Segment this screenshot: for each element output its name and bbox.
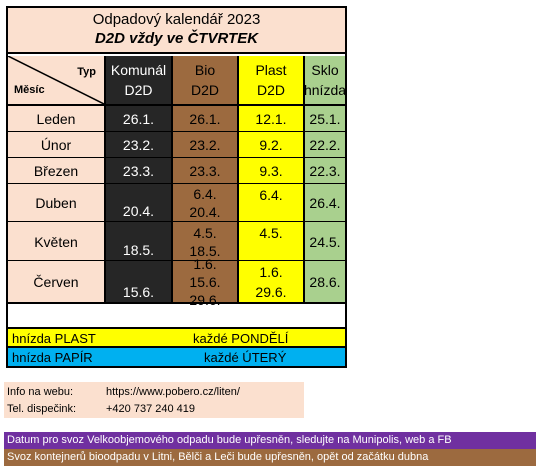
band-papir-day: každé ÚTERÝ: [204, 350, 287, 365]
komunal-cell: 18.5.: [104, 222, 171, 261]
plast-date: 9.2.: [259, 137, 283, 153]
sklo-date: 22.2.: [309, 137, 341, 153]
header-sklo: Sklo hnízda: [303, 56, 347, 106]
header-komunal: Komunál D2D: [104, 56, 171, 106]
bio-date: 15.6.: [189, 274, 221, 290]
web-link[interactable]: https://www.pobero.cz/liten/: [106, 386, 240, 398]
header-komunal-line2: D2D: [124, 82, 153, 98]
plast-cell: 12.1.: [237, 106, 303, 132]
corner-typ: Typ: [77, 66, 96, 78]
header-plast-line2: D2D: [256, 82, 285, 98]
komunal-date: 23.2.: [122, 137, 155, 153]
band-plast-label: hnízda PLAST: [12, 331, 96, 346]
sklo-date: 22.3.: [309, 163, 341, 179]
sklo-date: 24.5.: [309, 233, 341, 250]
header-sklo-line1: Sklo: [311, 62, 339, 78]
plast-cell: 1.6. 29.6.: [237, 261, 303, 303]
bio-date: 18.5.: [189, 242, 221, 259]
bio-date: 20.4.: [189, 204, 221, 220]
plast-date: 4.5.: [259, 225, 283, 241]
sklo-cell: 25.1.: [303, 106, 345, 132]
header-bio-line1: Bio: [194, 62, 216, 78]
bio-date: 23.2.: [189, 137, 221, 153]
plast-date: 6.4.: [259, 187, 283, 203]
bio-date: 1.6.: [193, 256, 217, 272]
komunal-cell: 15.6.: [104, 261, 171, 303]
komunal-cell: 20.4.: [104, 184, 171, 222]
header-komunal-line1: Komunál: [110, 62, 167, 78]
month-cell: Březen: [8, 158, 104, 184]
corner-diagonal: [8, 56, 104, 104]
sklo-cell: 26.4.: [303, 184, 345, 222]
sklo-cell: 24.5.: [303, 222, 345, 261]
month-cell: Leden: [8, 106, 104, 132]
waste-calendar-table: Odpadový kalendář 2023 D2D vždy ve ČTVRT…: [6, 6, 347, 368]
komunal-date: 20.4.: [122, 203, 155, 219]
bio-cell: 26.1.: [171, 106, 237, 132]
plast-cell: 9.3.: [237, 158, 303, 184]
plast-date: 9.3.: [259, 163, 283, 179]
band-plast-day: každé PONDĚLÍ: [193, 331, 289, 346]
calendar-title: Odpadový kalendář 2023: [92, 11, 261, 28]
corner-mesic: Měsíc: [14, 84, 45, 96]
sklo-cell: 28.6.: [303, 261, 345, 303]
title-box: Odpadový kalendář 2023 D2D vždy ve ČTVRT…: [8, 8, 345, 54]
tel-value: +420 737 240 419: [106, 403, 196, 415]
sklo-date: 25.1.: [309, 111, 341, 127]
month-cell: Květen: [8, 222, 104, 261]
web-label: Info na webu:: [7, 386, 74, 398]
footer-notes: Datum pro svoz Velkoobjemového odpadu bu…: [4, 432, 536, 466]
plast-date: 1.6.: [259, 264, 283, 280]
month-cell: Červen: [8, 261, 104, 303]
corner-header: Typ Měsíc: [8, 56, 104, 106]
bio-date: 6.4.: [193, 186, 217, 202]
band-papir-label: hnízda PAPÍR: [12, 350, 93, 365]
calendar-subtitle: D2D vždy ve ČTVRTEK: [94, 30, 259, 47]
bio-date: 23.3.: [189, 163, 221, 179]
komunal-cell: 23.3.: [104, 158, 171, 184]
footer-line2: Svoz kontejnerů bioodpadu v Litni, Bělči…: [4, 449, 536, 466]
header-bio-line2: D2D: [190, 82, 219, 98]
band-plast: hnízda PLAST každé PONDĚLÍ: [6, 327, 347, 348]
plast-cell: 6.4.: [237, 184, 303, 222]
komunal-date: 18.5.: [122, 242, 155, 258]
header-plast: Plast D2D: [237, 56, 303, 106]
komunal-cell: 26.1.: [104, 106, 171, 132]
header-sklo-line2: hnízda: [303, 82, 347, 98]
komunal-date: 26.1.: [122, 111, 155, 127]
band-papir: hnízda PAPÍR každé ÚTERÝ: [6, 346, 347, 368]
tel-label: Tel. dispečink:: [7, 403, 77, 415]
sklo-date: 26.4.: [309, 195, 341, 211]
plast-cell: 4.5.: [237, 222, 303, 261]
header-plast-line1: Plast: [255, 62, 287, 78]
bio-date: 26.1.: [189, 111, 221, 127]
bio-date: 29.6.: [189, 292, 221, 308]
info-box: Info na webu: https://www.pobero.cz/lite…: [4, 382, 304, 418]
komunal-cell: 23.2.: [104, 132, 171, 158]
bio-cell: 1.6. 15.6. 29.6.: [171, 256, 237, 308]
komunal-date: 15.6.: [122, 284, 155, 300]
sklo-date: 28.6.: [309, 274, 341, 290]
bio-cell: 23.2.: [171, 132, 237, 158]
month-cell: Únor: [8, 132, 104, 158]
komunal-date: 23.3.: [122, 163, 155, 179]
plast-cell: 9.2.: [237, 132, 303, 158]
month-cell: Duben: [8, 184, 104, 222]
plast-date: 29.6.: [255, 284, 287, 300]
bio-cell: 6.4. 20.4.: [171, 184, 237, 222]
bio-cell: 23.3.: [171, 158, 237, 184]
sklo-cell: 22.3.: [303, 158, 345, 184]
row-divider: [8, 302, 345, 304]
sklo-cell: 22.2.: [303, 132, 345, 158]
plast-date: 12.1.: [255, 111, 287, 127]
bio-cell: 4.5. 18.5.: [171, 222, 237, 261]
bio-date: 4.5.: [193, 224, 217, 241]
footer-line1: Datum pro svoz Velkoobjemového odpadu bu…: [4, 432, 536, 449]
header-bio: Bio D2D: [171, 56, 237, 106]
